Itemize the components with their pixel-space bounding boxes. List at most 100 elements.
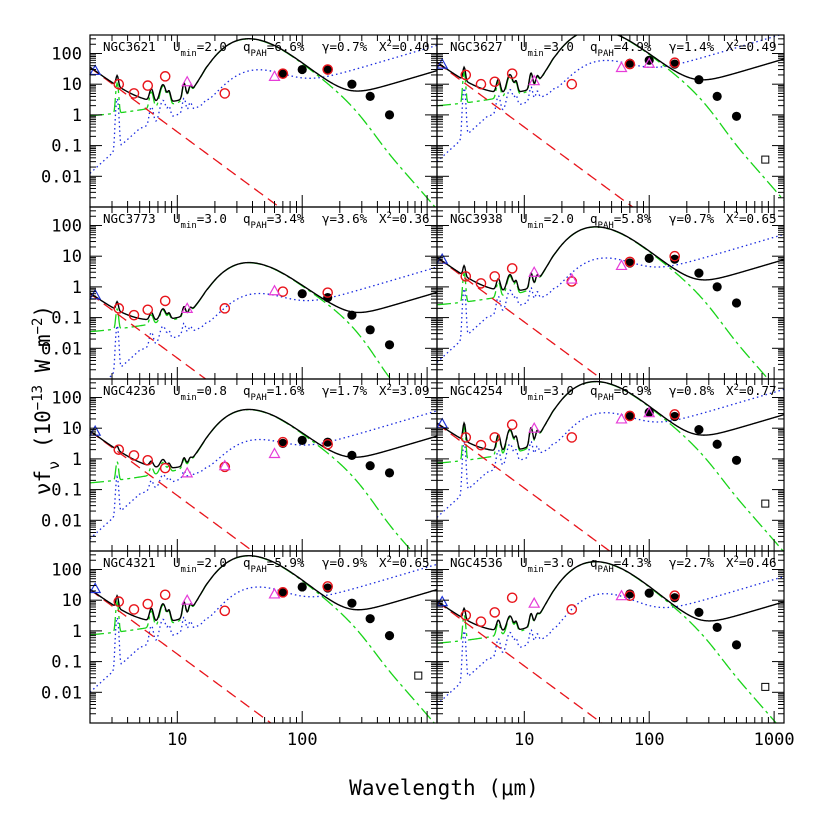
- gamma-label: γ=2.7%: [669, 555, 715, 570]
- chi2-value: =0.40: [392, 39, 430, 54]
- stellar-curve: [90, 430, 254, 551]
- obs-triangle-point: [268, 587, 281, 599]
- obs-open-circle-point: [475, 78, 487, 90]
- obs-filled-point: [670, 254, 680, 264]
- panel-frame: [89, 378, 438, 552]
- qpah-label: qPAH=6.6%: [243, 39, 305, 59]
- dust-pdr-curve: [90, 38, 436, 207]
- panel-frame: [436, 34, 785, 208]
- obs-filled-point: [731, 111, 742, 121]
- x-tick-label: 10: [514, 730, 534, 750]
- chi2-value: =0.46: [739, 555, 777, 570]
- obs-open-circle-point: [506, 592, 518, 604]
- dust-pdr-curve: [437, 226, 769, 379]
- gamma-label: γ=0.7%: [669, 211, 715, 226]
- obs-open-circle-point: [113, 596, 125, 607]
- umin-label: Umin=3.0: [520, 39, 574, 59]
- obs-filled-point: [297, 435, 307, 446]
- obs-filled-point: [625, 258, 635, 268]
- total-model-curve: [437, 35, 784, 93]
- stellar-curve: [437, 423, 611, 551]
- obs-open-circle-point: [460, 610, 472, 621]
- chi2-superscript: 2: [387, 211, 392, 221]
- galaxy-name: NGC4236: [103, 383, 156, 398]
- obs-triangle-point: [615, 589, 628, 601]
- obs-filled-point: [625, 58, 635, 68]
- umin-value: =0.8: [197, 383, 227, 398]
- ylabel-exponent-m: −2: [30, 318, 46, 335]
- gamma-label: γ=1.7%: [322, 383, 368, 398]
- obs-filled-point: [712, 439, 722, 449]
- obs-open-circle-point: [489, 432, 501, 443]
- obs-filled-point: [644, 253, 654, 263]
- dust-umin-curve: [90, 44, 437, 174]
- obs-filled-point: [384, 631, 395, 641]
- obs-open-circle-point: [322, 438, 334, 450]
- obs-open-circle-point: [219, 605, 231, 617]
- qpah-subscript: PAH: [598, 221, 614, 231]
- obs-open-circle-point: [113, 78, 125, 90]
- obs-filled-point: [384, 340, 395, 350]
- chi2-superscript: 2: [387, 555, 392, 565]
- dust-pdr-curve: [90, 262, 392, 379]
- panel-ngc3938: NGC3938 Umin=2.0 qPAH=5.8% γ=0.7% X2=0.65: [436, 206, 785, 380]
- obs-open-circle-point: [506, 263, 518, 274]
- y-tick-label: 100: [51, 388, 82, 408]
- obs-triangle-point: [268, 284, 281, 296]
- galaxy-name: NGC3773: [103, 211, 156, 226]
- qpah-label: qPAH=5.8%: [590, 211, 652, 231]
- chi2-superscript: 2: [387, 383, 392, 393]
- obs-filled-point: [297, 64, 307, 75]
- obs-open-circle-point: [128, 604, 140, 615]
- umin-subscript: min: [181, 565, 197, 575]
- qpah-value: =5.8%: [614, 211, 652, 226]
- obs-filled-point: [694, 424, 704, 435]
- total-model-curve: [90, 38, 437, 102]
- obs-square-point: [761, 155, 770, 164]
- total-model-curve: [90, 261, 437, 321]
- obs-filled-point: [712, 91, 722, 102]
- umin-subscript: min: [181, 393, 197, 403]
- obs-open-circle-point: [142, 80, 154, 91]
- chi2-label: X2=0.65: [379, 555, 430, 570]
- obs-triangle-point: [268, 70, 281, 81]
- qpah-value: =5.9%: [267, 555, 305, 570]
- umin-subscript: min: [181, 221, 197, 231]
- dust-pdr-curve: [90, 555, 436, 723]
- dust-umin-curve: [90, 410, 437, 540]
- obs-filled-point: [278, 587, 288, 597]
- obs-open-circle-point: [128, 450, 140, 461]
- obs-open-circle-point: [113, 444, 125, 455]
- obs-open-circle-point: [460, 271, 472, 282]
- x-tick-label: 100: [287, 730, 318, 750]
- obs-filled-point: [384, 468, 395, 478]
- obs-filled-point: [365, 91, 375, 102]
- obs-square-point: [761, 682, 770, 691]
- obs-open-circle-point: [475, 439, 487, 451]
- obs-filled-point: [347, 598, 357, 608]
- chi2-value: =0.36: [392, 211, 430, 226]
- obs-open-circle-point: [322, 287, 334, 298]
- stellar-curve: [437, 62, 634, 207]
- obs-filled-point: [323, 65, 333, 75]
- umin-label: Umin=2.0: [520, 211, 574, 231]
- panels-group: 100 10 1 0.1 0.01 NGC3621 Umin=2.0 qPAH=6.6% γ=0…: [41, 34, 795, 750]
- obs-triangle-point: [615, 61, 628, 73]
- y-tick-label: 0.1: [51, 481, 82, 501]
- obs-triangle-point: [528, 74, 541, 86]
- obs-triangle-point: [181, 302, 194, 313]
- qpah-subscript: PAH: [251, 221, 267, 231]
- obs-triangle-point: [565, 272, 578, 284]
- y-tick-label: 1: [72, 106, 82, 126]
- obs-triangle-point: [181, 593, 194, 605]
- ylabel-units-mid: W m: [31, 334, 55, 385]
- qpah-subscript: PAH: [598, 565, 614, 575]
- stellar-curve: [437, 257, 603, 379]
- obs-open-circle-point: [566, 604, 578, 615]
- qpah-value: =3.4%: [267, 211, 305, 226]
- qpah-value: =4.9%: [614, 39, 652, 54]
- gamma-label: γ=1.4%: [669, 39, 715, 54]
- chi2-label: X2=0.40: [379, 39, 430, 54]
- umin-value: =2.0: [197, 39, 227, 54]
- galaxy-name: NGC3621: [103, 39, 156, 54]
